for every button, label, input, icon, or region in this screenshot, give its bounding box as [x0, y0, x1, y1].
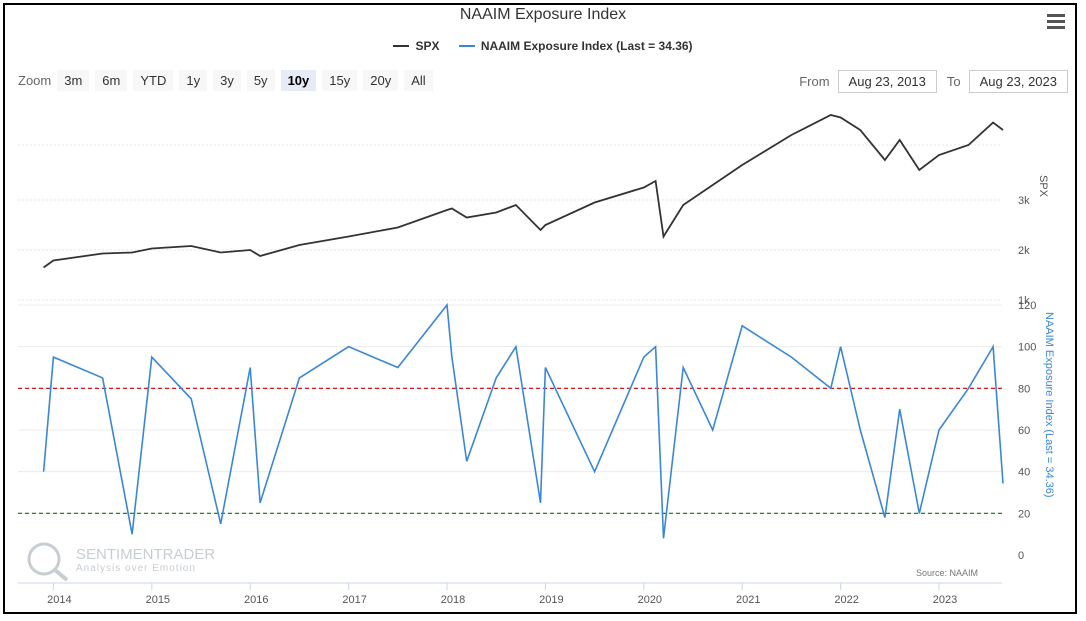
x-tick-label: 2022	[834, 594, 858, 606]
naaim-tick-label: 100	[1018, 342, 1036, 354]
naaim-tick-label: 0	[1018, 550, 1024, 562]
from-date-input[interactable]: Aug 23, 2013	[837, 70, 937, 93]
zoom-label: Zoom	[18, 73, 52, 88]
naaim-axis-title: NAAIM Exposure Index (Last = 34.36)	[1043, 312, 1055, 498]
x-tick-label: 2015	[146, 594, 170, 606]
spx-tick-label: 2k	[1018, 245, 1030, 257]
naaim-tick-label: 20	[1018, 508, 1030, 520]
x-tick-label: 2017	[342, 594, 366, 606]
to-label: To	[946, 74, 961, 89]
legend-label-naaim: NAAIM Exposure Index (Last = 34.36)	[480, 39, 693, 53]
x-tick-label: 2014	[47, 594, 71, 606]
chart-title: NAAIM Exposure Index	[459, 6, 627, 23]
x-tick-label: 2016	[244, 594, 268, 606]
chart-frame	[3, 3, 1077, 614]
x-tick-label: 2023	[933, 594, 957, 606]
watermark-logo-handle	[53, 568, 69, 582]
legend-item-spx[interactable]: SPX	[393, 39, 439, 53]
date-range: From Aug 23, 2013 To Aug 23, 2023	[799, 70, 1068, 93]
legend: SPX NAAIM Exposure Index (Last = 34.36)	[0, 36, 1086, 53]
watermark-name: SENTIMENTRADER	[76, 546, 215, 563]
zoom-5y-button[interactable]: 5y	[246, 70, 275, 91]
zoom-all-button[interactable]: All	[404, 70, 433, 91]
spx-axis-title: SPX	[1037, 175, 1049, 198]
legend-swatch-spx	[393, 45, 410, 47]
watermark-logo-icon	[27, 542, 61, 576]
spx-tick-label: 3k	[1018, 195, 1030, 207]
legend-label-spx: SPX	[415, 39, 440, 53]
to-date-input[interactable]: Aug 23, 2023	[968, 70, 1068, 93]
zoom-selector: Zoom 3m 6m YTD 1y 3y 5y 10y 15y 20y All	[18, 70, 439, 91]
zoom-10y-button[interactable]: 10y	[280, 70, 317, 91]
zoom-3y-button[interactable]: 3y	[213, 70, 241, 91]
legend-swatch-naaim	[458, 45, 475, 47]
x-tick-label: 2019	[539, 594, 563, 606]
zoom-1y-button[interactable]: 1y	[179, 70, 208, 91]
spx-series-line	[43, 114, 1004, 269]
x-tick-label: 2020	[638, 594, 662, 606]
watermark-tagline: Analysis over Emotion	[76, 563, 196, 574]
naaim-tick-label: 80	[1018, 383, 1030, 395]
from-label: From	[799, 74, 830, 89]
naaim-tick-label: 40	[1018, 467, 1030, 479]
zoom-6m-button[interactable]: 6m	[95, 70, 128, 91]
menu-icon[interactable]	[1047, 14, 1065, 30]
naaim-series-line	[42, 302, 1004, 539]
x-tick-label: 2021	[736, 594, 760, 606]
x-tick-label: 2018	[441, 594, 465, 606]
zoom-ytd-button[interactable]: YTD	[133, 70, 174, 91]
zoom-15y-button[interactable]: 15y	[322, 70, 358, 91]
naaim-tick-label: 60	[1018, 425, 1030, 437]
naaim-tick-label: 120	[1018, 300, 1036, 312]
source-label: Source: NAAIM	[916, 568, 978, 578]
zoom-3m-button[interactable]: 3m	[57, 70, 90, 91]
legend-item-naaim[interactable]: NAAIM Exposure Index (Last = 34.36)	[458, 39, 693, 53]
zoom-20y-button[interactable]: 20y	[363, 70, 399, 91]
spx-tick-label: 1k	[1018, 295, 1030, 307]
